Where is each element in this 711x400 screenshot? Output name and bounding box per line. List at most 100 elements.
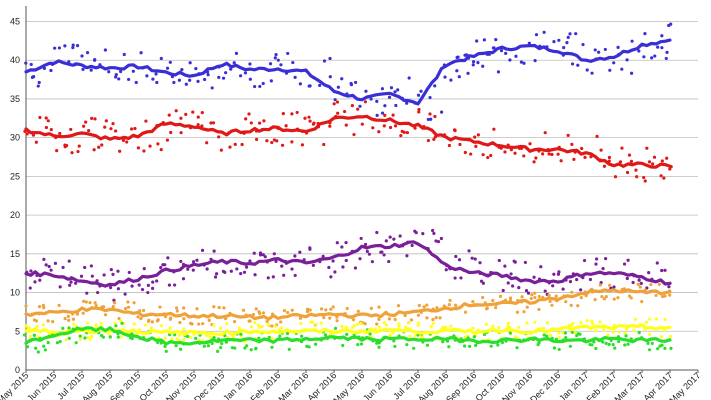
poll-point — [173, 283, 177, 287]
poll-point — [503, 264, 507, 268]
poll-point — [669, 334, 673, 339]
poll-point — [579, 296, 583, 300]
poll-point — [77, 144, 81, 148]
poll-point — [102, 273, 106, 277]
poll-point — [64, 338, 68, 342]
poll-point — [158, 305, 162, 309]
poll-point — [111, 122, 115, 126]
poll-point — [499, 49, 504, 53]
series-trend-line — [24, 326, 672, 346]
poll-point — [269, 79, 273, 83]
poll-point — [598, 320, 602, 324]
poll-point — [340, 245, 344, 249]
poll-point — [114, 72, 118, 77]
y-tick-label: 40 — [10, 55, 20, 65]
poll-point — [182, 327, 186, 331]
poll-point — [351, 318, 356, 322]
poll-point — [222, 306, 226, 310]
poll-point — [570, 290, 574, 294]
poll-point — [388, 333, 392, 337]
poll-point — [660, 335, 664, 339]
poll-point — [219, 345, 223, 350]
y-tick-label: 15 — [10, 249, 20, 259]
poll-point — [333, 270, 337, 274]
poll-point — [425, 316, 429, 320]
poll-point — [350, 104, 354, 108]
poll-point — [359, 236, 363, 241]
poll-point — [473, 257, 477, 261]
poll-point — [350, 326, 354, 330]
poll-point — [377, 305, 381, 309]
poll-point — [280, 264, 284, 268]
poll-point — [429, 117, 433, 121]
poll-point — [358, 104, 362, 108]
poll-point — [290, 140, 294, 144]
poll-point — [413, 126, 417, 130]
poll-point — [53, 46, 57, 50]
poll-point — [387, 317, 391, 321]
poll-point — [81, 67, 85, 71]
poll-point — [25, 132, 29, 136]
poll-point — [481, 295, 485, 300]
poll-point — [579, 288, 583, 292]
poll-point — [387, 259, 391, 264]
y-axis-ticks: 0 5 10 15 20 25 30 35 40 45 — [10, 16, 20, 375]
poll-point — [322, 315, 326, 320]
poll-point — [344, 123, 348, 127]
poll-point — [526, 291, 531, 295]
poll-point — [67, 318, 71, 322]
poll-point — [111, 305, 115, 309]
poll-point — [207, 318, 211, 322]
poll-point — [416, 93, 421, 97]
poll-point — [63, 316, 67, 321]
poll-point — [116, 287, 120, 291]
poll-point — [513, 260, 517, 264]
poll-point — [58, 285, 62, 289]
poll-point — [478, 261, 482, 265]
poll-point — [455, 69, 459, 73]
poll-point — [601, 266, 605, 271]
series-trend-line — [24, 38, 672, 106]
poll-point — [462, 344, 467, 348]
poll-point — [181, 277, 186, 281]
poll-point — [375, 322, 379, 326]
poll-point — [344, 325, 348, 329]
poll-point — [139, 316, 143, 321]
poll-point — [431, 317, 435, 322]
poll-point — [252, 251, 256, 255]
poll-point — [71, 46, 75, 50]
poll-point — [625, 276, 629, 281]
poll-point — [79, 274, 84, 278]
poll-point — [319, 307, 324, 311]
poll-point — [550, 303, 554, 307]
poll-point — [159, 324, 164, 328]
poll-point — [380, 250, 384, 254]
poll-point — [611, 342, 615, 347]
poll-point — [169, 316, 173, 320]
poll-point — [537, 294, 541, 299]
poll-point — [248, 62, 252, 66]
poll-point — [489, 344, 493, 348]
poll-point — [548, 333, 553, 337]
poll-point — [654, 293, 658, 298]
series-lines-layer — [24, 38, 672, 346]
poll-point — [517, 286, 521, 290]
poll-point — [341, 343, 345, 348]
poll-point — [352, 132, 356, 137]
poll-point — [219, 148, 223, 152]
poll-point — [63, 44, 67, 48]
poll-point — [327, 265, 331, 270]
poll-point — [626, 342, 630, 346]
poll-point — [260, 324, 264, 328]
poll-point — [108, 285, 113, 290]
poll-point — [114, 129, 118, 133]
poll-point — [318, 83, 322, 87]
x-tick-label: May 2017 — [667, 370, 702, 400]
poll-point — [572, 157, 576, 161]
poll-point — [607, 342, 611, 346]
poll-point — [391, 113, 395, 117]
poll-point — [552, 346, 557, 350]
poll-point — [126, 305, 131, 309]
poll-point — [111, 272, 115, 276]
